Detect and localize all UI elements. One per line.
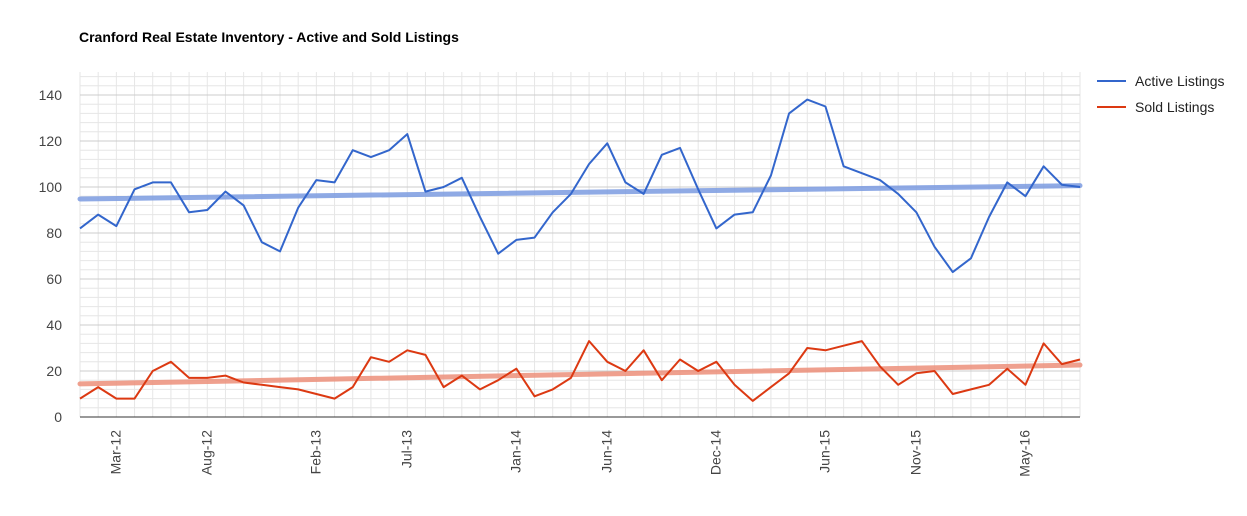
- x-tick-label: Dec-14: [707, 430, 723, 475]
- x-tick-label: Jan-14: [507, 430, 523, 473]
- x-tick-label: Jun-15: [816, 430, 832, 473]
- x-tick-label: Jun-14: [598, 430, 614, 473]
- y-tick-label: 100: [39, 179, 63, 195]
- legend-label: Active Listings: [1135, 73, 1224, 89]
- trendline: [77, 362, 1083, 387]
- trendlines: [77, 183, 1083, 387]
- x-tick-label: Feb-13: [307, 430, 323, 475]
- y-tick-label: 0: [54, 409, 62, 425]
- series-lines: [79, 98, 1081, 402]
- x-tick-label: May-16: [1016, 430, 1032, 477]
- series-line: [79, 98, 1081, 274]
- axes: 0 20 40 60 80 100 120 140 Mar-12 Aug-12 Feb-13 Jul-…: [39, 87, 1033, 477]
- legend: Active Listings Sold Listings: [1097, 73, 1224, 115]
- grid: [79, 72, 1081, 418]
- y-tick-label: 80: [46, 225, 62, 241]
- y-tick-label: 120: [39, 133, 63, 149]
- y-tick-label: 60: [46, 271, 62, 287]
- trendline: [77, 183, 1083, 202]
- x-tick-label: Mar-12: [107, 430, 123, 475]
- series-line: [79, 340, 1081, 402]
- legend-label: Sold Listings: [1135, 99, 1214, 115]
- chart-title: Cranford Real Estate Inventory - Active …: [79, 29, 459, 45]
- x-tick-label: Jul-13: [398, 430, 414, 468]
- y-tick-label: 140: [39, 87, 63, 103]
- x-tick-label: Nov-15: [907, 430, 923, 475]
- y-tick-label: 40: [46, 317, 62, 333]
- y-tick-label: 20: [46, 363, 62, 379]
- x-tick-label: Aug-12: [198, 430, 214, 475]
